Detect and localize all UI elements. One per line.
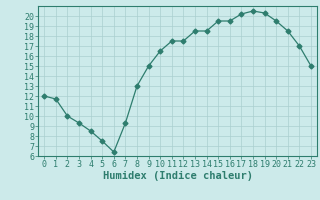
X-axis label: Humidex (Indice chaleur): Humidex (Indice chaleur) bbox=[103, 171, 252, 181]
